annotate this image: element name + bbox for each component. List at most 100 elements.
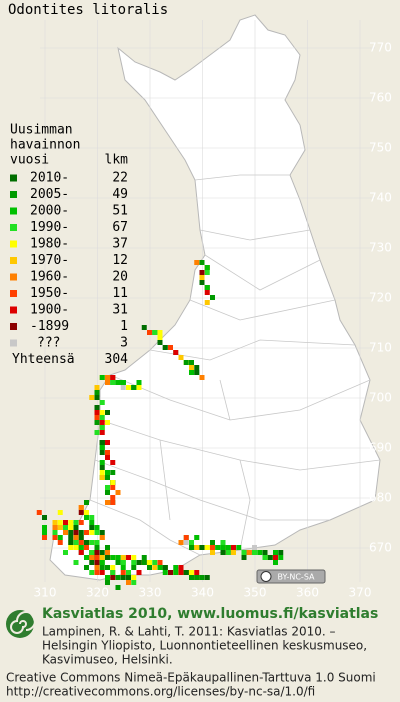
observation-square [246,550,252,555]
cc-badge-box [256,569,326,584]
legend-label: ??? [37,336,60,351]
observation-square [120,385,126,390]
observation-square [131,560,137,565]
citation-line: Lampinen, R. & Lahti, T. 2011: Kasviatla… [42,625,336,639]
observation-square [78,520,84,525]
legend-swatch [10,240,17,248]
observation-square [115,490,121,495]
observation-square [120,575,126,580]
legend-swatch [10,273,17,281]
observation-square [273,560,278,565]
observation-square [204,545,210,550]
observation-square [99,415,105,420]
observation-square [152,560,158,565]
observation-square [168,570,173,575]
observation-square [136,560,142,565]
observation-square [63,530,68,535]
observation-square [105,380,110,385]
observation-square [252,550,257,555]
observation-square [78,505,84,510]
observation-square [189,575,194,580]
legend-swatch [10,257,17,264]
observation-square [68,520,74,525]
observation-square [194,575,200,580]
legend-count: 49 [112,187,128,202]
observation-square [78,530,84,535]
legend-count: 3 [120,336,128,351]
legend-count-header: lkm [105,153,129,168]
observation-square [99,475,105,480]
observation-square [178,540,184,545]
observation-square [89,530,95,535]
y-tick-label: 690 [369,441,392,455]
observation-square [89,550,95,555]
observation-square [194,365,200,370]
observation-square [78,540,84,545]
observation-squares [36,260,284,590]
observation-square [105,485,110,490]
legend-count: 51 [112,204,128,219]
observation-square [68,525,74,530]
observation-square [105,470,110,475]
observation-square [94,390,100,395]
observation-square [231,550,236,555]
observation-square [105,420,110,425]
observation-square [57,510,63,515]
observation-square [162,565,168,570]
x-tick-label: 320 [86,586,109,600]
observation-square [73,545,79,550]
observation-square [183,570,189,575]
region-borders [89,174,381,556]
observation-square [262,550,268,555]
observation-square [189,540,194,545]
observation-square [68,535,74,540]
observation-square [278,555,284,560]
observation-square [131,385,137,390]
y-tick-label: 670 [369,541,392,555]
logo [6,610,36,638]
observation-square [84,515,89,520]
observation-square [94,385,100,390]
observation-square [94,560,100,565]
observation-square [126,575,131,580]
observation-square [126,580,131,585]
observation-square [52,530,58,535]
observation-square [94,530,100,535]
observation-square [194,570,200,575]
legend-swatch [10,191,17,198]
observation-square [52,520,58,525]
observation-square [120,565,126,570]
observation-square [78,510,84,515]
observation-square [120,380,126,385]
observation-square [89,520,95,525]
legend-count: 11 [112,286,128,301]
observation-square [42,525,47,530]
x-tick-label: 370 [349,586,372,600]
observation-square [194,370,200,375]
observation-square [199,270,205,275]
observation-square [120,555,126,560]
observation-square [194,535,200,540]
observation-square [110,485,116,490]
observation-square [105,545,110,550]
legend-swatch [10,339,17,347]
title: Odontites litoralis [8,2,168,18]
observation-square [241,555,247,560]
observation-square [110,500,116,505]
x-tick-label: 330 [139,586,162,600]
legend-count: 22 [112,171,128,186]
cc-badge: BY-NC-SA [256,569,326,584]
observation-square [89,570,95,575]
observation-square [42,535,47,540]
y-tick-label: 760 [369,91,392,105]
observation-square [173,565,179,570]
observation-square [136,570,142,575]
observation-square [199,575,205,580]
observation-square [126,570,131,575]
observation-square [94,525,100,530]
observation-square [89,395,95,400]
observation-square [110,470,116,475]
observation-square [199,375,205,380]
observation-square [68,540,74,545]
